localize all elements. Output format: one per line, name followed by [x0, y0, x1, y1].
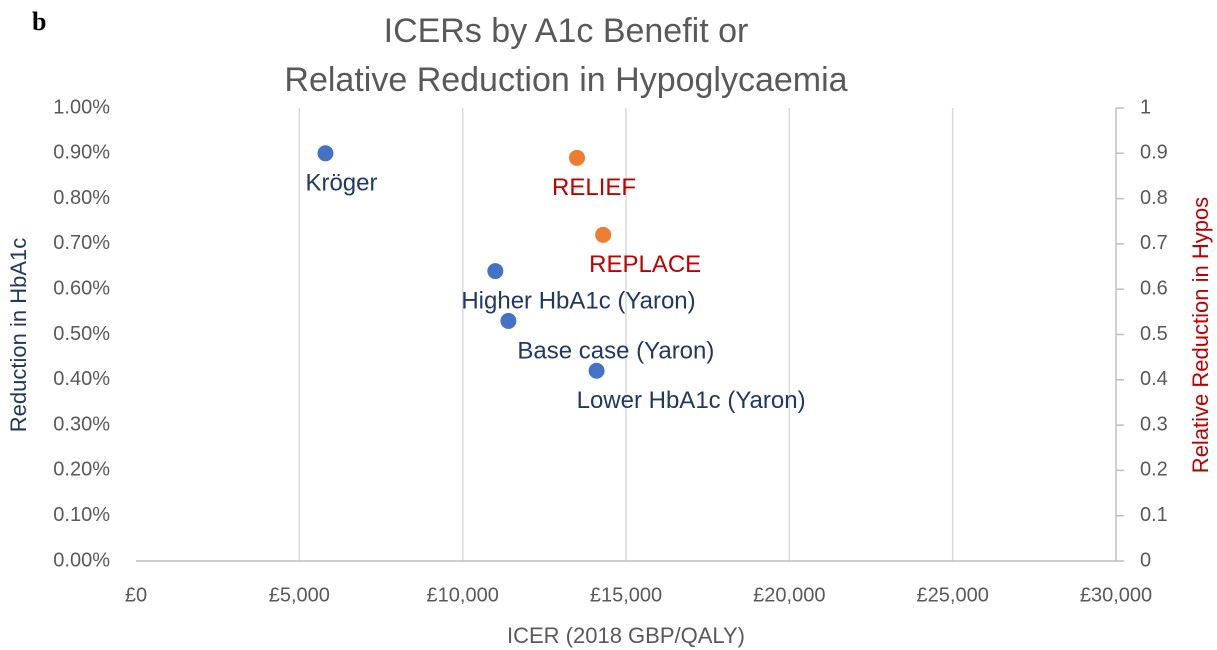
y2-tick-label: 0.5 — [1140, 323, 1168, 345]
y-tick-label: 0.90% — [53, 142, 110, 164]
x-tick-label: £15,000 — [590, 584, 662, 606]
y-tick-label: 0.00% — [53, 549, 110, 571]
x-tick-label: £20,000 — [753, 584, 825, 606]
y2-tick-label: 0.9 — [1140, 142, 1168, 164]
chart-title: Relative Reduction in Hypoglycaemia — [284, 61, 847, 99]
y-tick-label: 0.20% — [53, 459, 110, 481]
y2-axis-label: Relative Reduction in Hypos — [1188, 197, 1213, 473]
point — [569, 149, 585, 166]
y-tick-label: 0.40% — [53, 368, 110, 390]
x-tick-label: £30,000 — [1080, 584, 1152, 606]
point-label: RELIEF — [552, 174, 636, 201]
chart-title: ICERs by A1c Benefit or — [384, 12, 749, 50]
y-tick-label: 0.30% — [53, 413, 110, 435]
point — [317, 145, 334, 162]
y2-tick-label: 0.3 — [1140, 413, 1168, 435]
x-axis-label: ICER (2018 GBP/QALY) — [507, 623, 745, 648]
point-label: Higher HbA1c (Yaron) — [461, 287, 695, 314]
point — [500, 312, 517, 329]
panel-label: b — [32, 7, 46, 36]
point-label: Base case (Yaron) — [517, 337, 714, 364]
x-tick-label: £10,000 — [427, 584, 499, 606]
y-tick-label: 0.10% — [53, 504, 110, 526]
y2-tick-label: 0.2 — [1140, 459, 1168, 481]
y2-tick-label: 0.1 — [1140, 504, 1168, 526]
y2-tick-label: 0.6 — [1140, 277, 1168, 299]
y2-tick-label: 0 — [1140, 549, 1151, 571]
y-tick-label: 0.70% — [53, 232, 110, 254]
y2-tick-label: 0.4 — [1140, 368, 1168, 390]
point — [595, 226, 612, 243]
point-label: Lower HbA1c (Yaron) — [577, 387, 806, 414]
point-label: Kröger — [305, 170, 377, 197]
y-tick-label: 0.60% — [53, 277, 110, 299]
x-tick-label: £25,000 — [917, 584, 989, 606]
y2-tick-label: 1 — [1140, 96, 1151, 118]
point — [487, 263, 504, 280]
y-tick-label: 1.00% — [53, 96, 110, 118]
point — [588, 362, 605, 379]
y-tick-label: 0.80% — [53, 187, 110, 209]
y2-tick-label: 0.7 — [1140, 232, 1168, 254]
y-axis-label: Reduction in HbA1c — [6, 238, 31, 432]
x-tick-label: £5,000 — [269, 584, 330, 606]
point-label: REPLACE — [589, 251, 701, 278]
y2-tick-label: 0.8 — [1140, 187, 1168, 209]
x-tick-label: £0 — [125, 584, 147, 606]
y-tick-label: 0.50% — [53, 323, 110, 345]
